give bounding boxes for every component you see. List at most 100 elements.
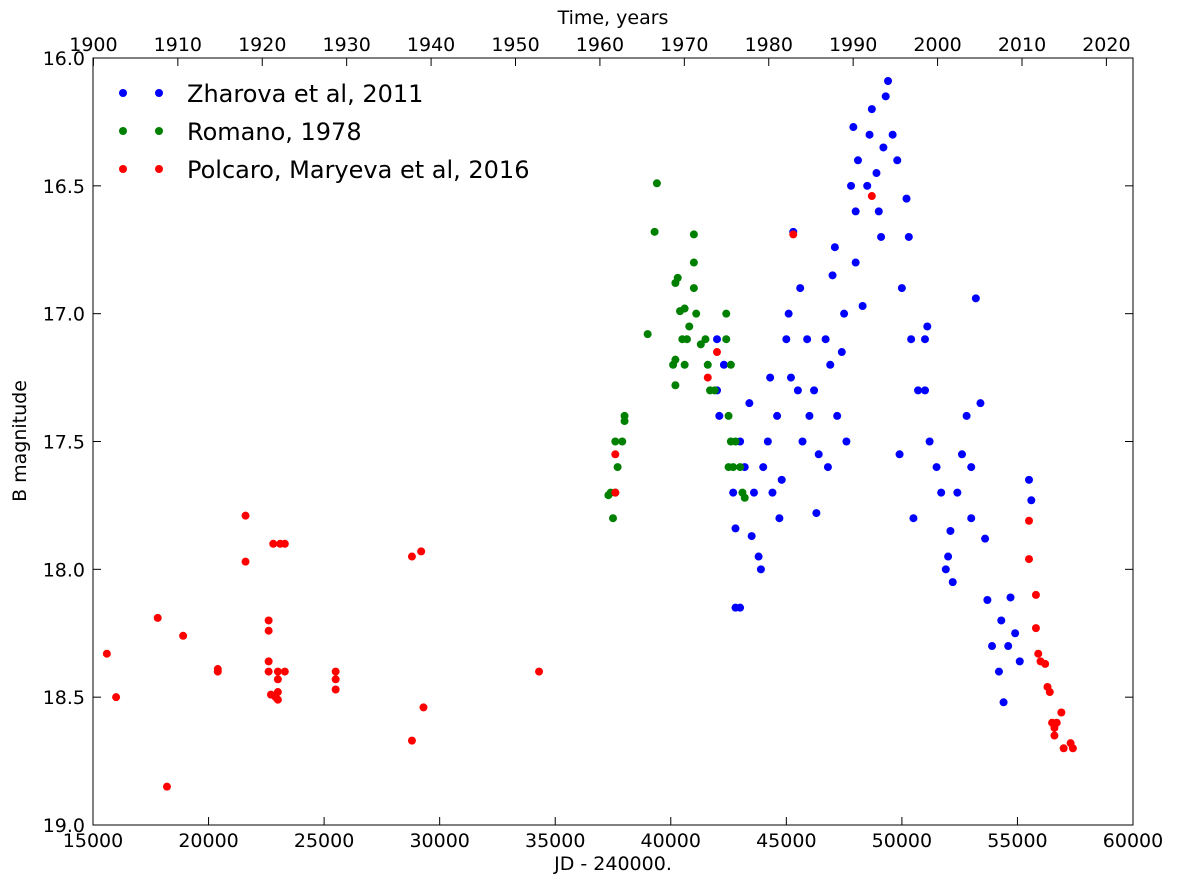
x-tick-label: 55000 (987, 830, 1047, 852)
point (1031, 624, 1040, 633)
point (682, 335, 691, 344)
point (877, 232, 886, 241)
point (722, 335, 731, 344)
point (1025, 475, 1033, 484)
x2-tick-label: 1940 (407, 34, 455, 56)
point (680, 360, 689, 369)
point (976, 399, 985, 408)
x2-tick-label: 2000 (913, 34, 961, 56)
point (983, 596, 992, 605)
point (696, 340, 705, 349)
legend-label: Zharova et al, 2011 (187, 80, 423, 108)
point (273, 695, 282, 704)
point (611, 488, 620, 497)
point (923, 322, 932, 331)
point (773, 411, 782, 420)
point (786, 373, 795, 382)
legend-label: Romano, 1978 (187, 118, 362, 146)
point (823, 463, 832, 472)
point (810, 386, 819, 395)
point (957, 450, 966, 459)
point (535, 667, 544, 676)
point (241, 511, 250, 520)
x2-tick-label: 1980 (745, 34, 793, 56)
point (766, 373, 775, 382)
point (613, 463, 622, 472)
point (611, 437, 620, 446)
point (756, 565, 765, 574)
point (153, 613, 162, 622)
point (798, 437, 807, 446)
point (863, 181, 872, 190)
y-tick-label: 17.0 (43, 304, 85, 326)
point (280, 667, 289, 676)
point (1025, 516, 1033, 525)
x2-tick-label: 1910 (154, 34, 202, 56)
x-tick-label: 40000 (641, 830, 701, 852)
point (867, 192, 876, 201)
point (842, 437, 851, 446)
point (881, 92, 890, 101)
point (1011, 629, 1020, 638)
point (805, 411, 814, 420)
legend-marker (119, 165, 127, 173)
x2-axis-label: Time, years (557, 7, 669, 29)
x-tick-label: 20000 (178, 830, 238, 852)
point (888, 130, 897, 139)
y-axis-label: B magnitude (9, 380, 31, 502)
point (826, 360, 835, 369)
point (673, 273, 682, 282)
point (1004, 642, 1013, 651)
x2-tick-label: 1900 (69, 34, 117, 56)
y-tick-label: 19.0 (43, 815, 85, 837)
legend-marker (119, 127, 127, 135)
point (1031, 590, 1040, 599)
point (1034, 649, 1043, 658)
x2-tick-label: 1920 (238, 34, 286, 56)
point (689, 258, 698, 267)
y-tick-label: 16.0 (43, 48, 85, 70)
point (853, 156, 862, 165)
point (273, 675, 282, 684)
point (331, 675, 340, 684)
point (710, 386, 719, 395)
point (1006, 593, 1015, 602)
x-tick-label: 25000 (294, 830, 354, 852)
point (747, 532, 756, 541)
legend-marker (155, 89, 163, 97)
point (112, 693, 121, 702)
point (1041, 659, 1050, 668)
point (777, 475, 786, 484)
x-tick-label: 35000 (525, 830, 585, 852)
point (701, 335, 710, 344)
point (849, 123, 858, 132)
point (731, 437, 740, 446)
point (680, 304, 689, 313)
point (241, 557, 250, 566)
point (417, 547, 426, 556)
point (999, 698, 1008, 707)
x-tick-label: 15000 (63, 830, 123, 852)
x-tick-label: 50000 (872, 830, 932, 852)
point (162, 782, 171, 791)
point (722, 309, 731, 318)
point (213, 667, 222, 676)
point (1025, 555, 1033, 564)
point (944, 552, 953, 561)
point (620, 411, 629, 420)
x2-tick-label: 2020 (1082, 34, 1130, 56)
point (784, 309, 793, 318)
point (102, 649, 111, 658)
x-tick-label: 60000 (1103, 830, 1163, 852)
point (736, 603, 745, 612)
point (740, 493, 749, 502)
point (407, 736, 416, 745)
point (689, 284, 698, 293)
point (719, 360, 728, 369)
point (264, 626, 273, 635)
point (946, 526, 955, 535)
point (729, 488, 738, 497)
point (1052, 718, 1061, 727)
legend-marker (119, 89, 127, 97)
point (669, 360, 678, 369)
